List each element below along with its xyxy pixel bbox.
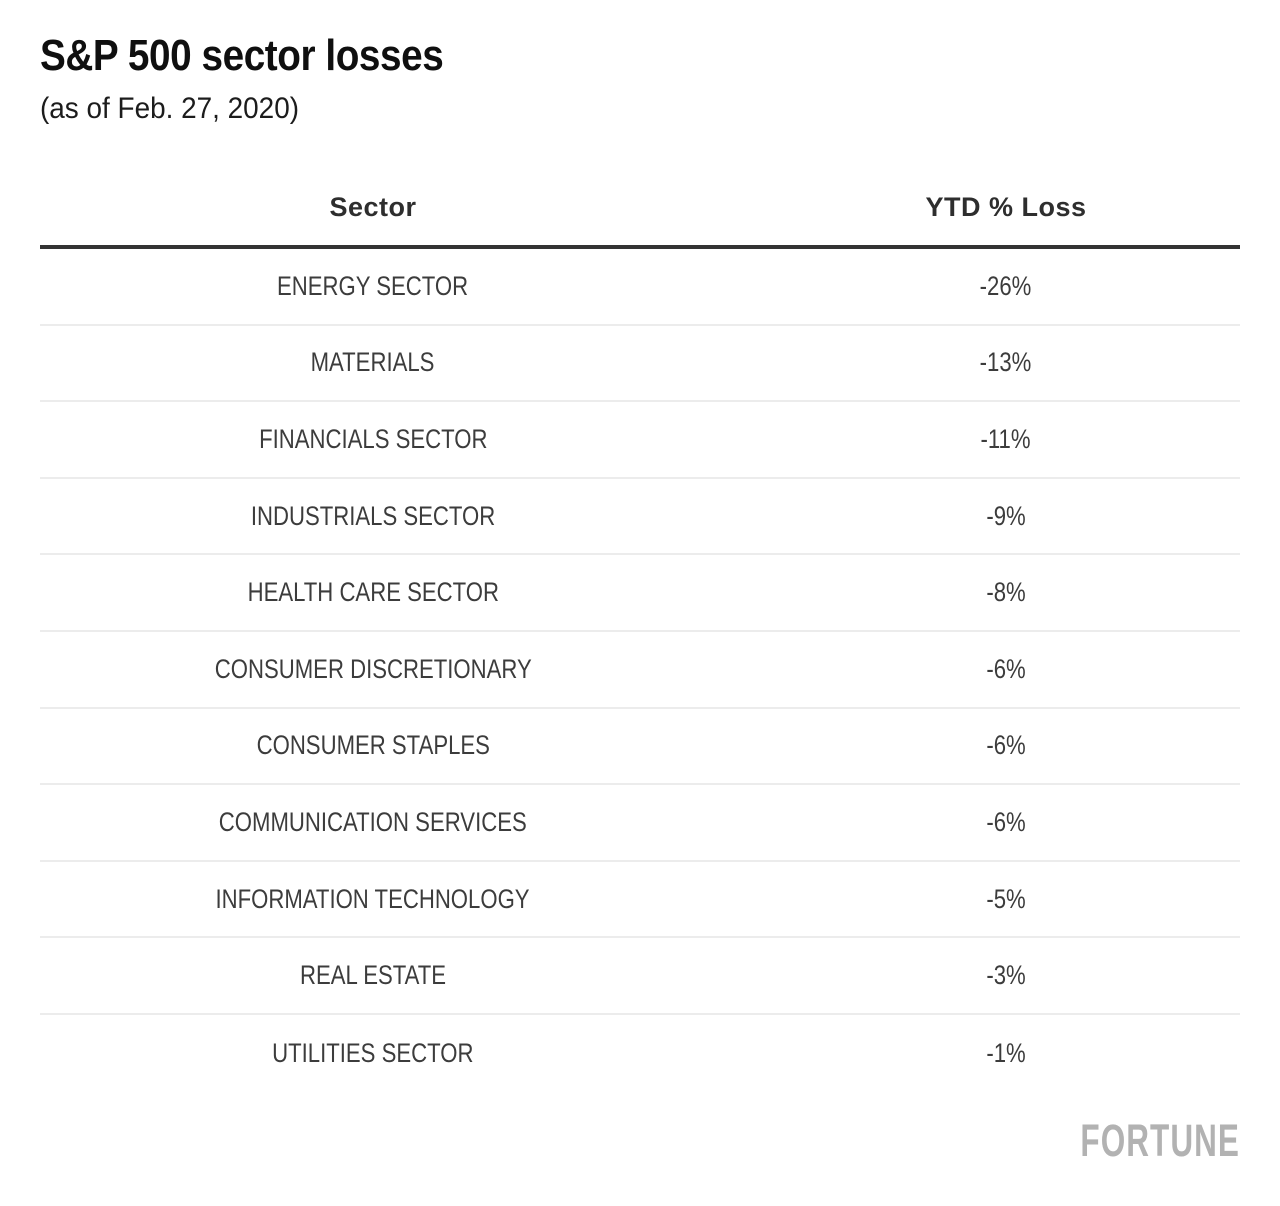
table-row: INFORMATION TECHNOLOGY -5% [40, 862, 1240, 939]
table-row: UTILITIES SECTOR -1% [40, 1015, 1240, 1092]
sector-cell: INDUSTRIALS SECTOR [250, 500, 496, 531]
table-row: INDUSTRIALS SECTOR -9% [40, 479, 1240, 556]
column-header-ytd-loss: YTD % Loss [925, 192, 1087, 222]
chart-subtitle: (as of Feb. 27, 2020) [40, 92, 319, 125]
loss-cell: -5% [986, 883, 1026, 914]
sector-cell: HEALTH CARE SECTOR [247, 577, 499, 608]
table-row: COMMUNICATION SERVICES -6% [40, 785, 1240, 862]
chart-title: S&P 500 sector losses [40, 34, 498, 78]
sector-cell: FINANCIALS SECTOR [258, 423, 488, 454]
column-header-sector: Sector [329, 192, 417, 222]
loss-cell: -9% [986, 500, 1026, 531]
table-header-row: Sector YTD % Loss [40, 170, 1240, 249]
table-row: HEALTH CARE SECTOR -8% [40, 555, 1240, 632]
loss-cell: -13% [980, 347, 1032, 378]
table-row: CONSUMER DISCRETIONARY -6% [40, 632, 1240, 709]
table-row: REAL ESTATE -3% [40, 938, 1240, 1015]
sector-cell: REAL ESTATE [299, 960, 446, 991]
sector-cell: COMMUNICATION SERVICES [219, 806, 527, 837]
loss-cell: -8% [986, 577, 1026, 608]
sector-cell: CONSUMER DISCRETIONARY [214, 653, 532, 684]
table-row: ENERGY SECTOR -26% [40, 249, 1240, 326]
sector-cell: MATERIALS [311, 347, 435, 378]
sector-loss-table: Sector YTD % Loss ENERGY SECTOR -26% MAT… [40, 170, 1240, 1092]
sector-cell: INFORMATION TECHNOLOGY [215, 883, 531, 914]
chart-title-text: S&P 500 sector losses [40, 31, 444, 80]
loss-cell: -6% [986, 653, 1026, 684]
loss-cell: -6% [986, 806, 1026, 837]
sector-cell: UTILITIES SECTOR [272, 1037, 474, 1068]
loss-cell: -3% [986, 960, 1026, 991]
table-row: CONSUMER STAPLES -6% [40, 709, 1240, 786]
fortune-logo: FORTUNE [1012, 1118, 1240, 1163]
chart-subtitle-text: (as of Feb. 27, 2020) [40, 92, 300, 125]
loss-cell: -26% [980, 270, 1032, 301]
table-row: FINANCIALS SECTOR -11% [40, 402, 1240, 479]
table-row: MATERIALS -13% [40, 326, 1240, 403]
loss-cell: -6% [986, 730, 1026, 761]
sector-cell: ENERGY SECTOR [277, 270, 469, 301]
loss-cell: -11% [980, 423, 1032, 454]
loss-cell: -1% [986, 1037, 1026, 1068]
sector-cell: CONSUMER STAPLES [256, 730, 490, 761]
fortune-logo-text: FORTUNE [1080, 1115, 1240, 1166]
